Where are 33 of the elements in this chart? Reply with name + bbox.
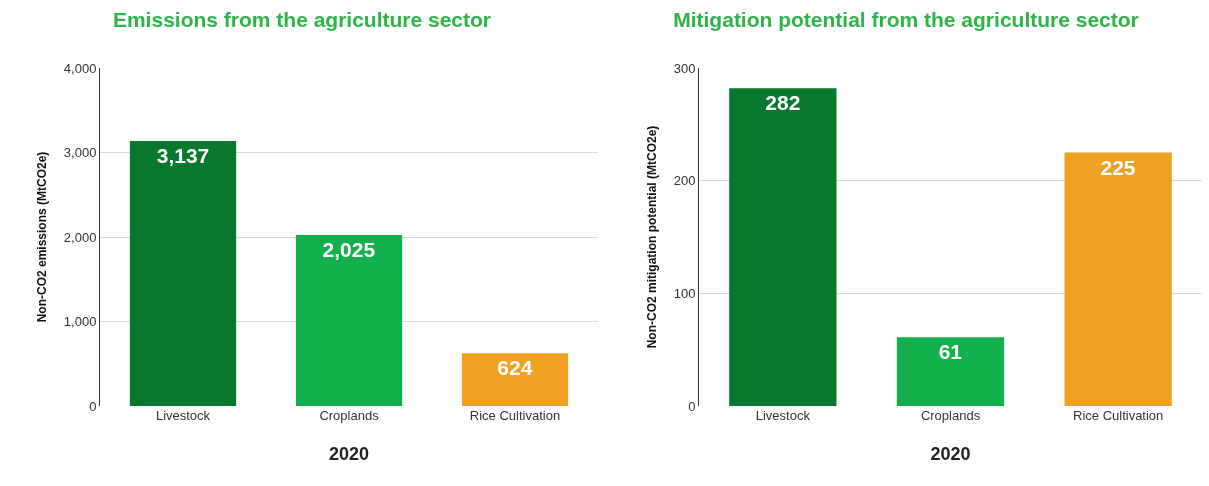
bar bbox=[729, 88, 837, 406]
data-label: 225 bbox=[1100, 155, 1136, 179]
y-axis-title: Non-CO2 emissions (MtCO2e) bbox=[35, 151, 50, 323]
bar bbox=[129, 140, 237, 406]
data-label: 624 bbox=[497, 356, 533, 380]
x-tick-label: Croplands bbox=[319, 408, 380, 423]
x-tick-label: Livestock bbox=[155, 408, 211, 423]
chart-title: Mitigation potential from the agriculture sector bbox=[673, 7, 1139, 31]
x-tick-label: Rice Cultivation bbox=[1073, 408, 1164, 423]
data-label: 2,025 bbox=[322, 237, 376, 261]
data-label: 3,137 bbox=[156, 143, 210, 167]
y-tick-label: 200 bbox=[673, 173, 696, 189]
bar bbox=[461, 353, 569, 406]
y-tick-label: 300 bbox=[673, 60, 696, 76]
bar bbox=[1064, 152, 1172, 406]
x-tick-label: Croplands bbox=[920, 408, 981, 423]
y-tick-label: 0 bbox=[688, 398, 696, 414]
bar bbox=[896, 337, 1005, 406]
x-tick-label: Rice Cultivation bbox=[469, 408, 561, 423]
y-tick-label: 1,000 bbox=[63, 314, 97, 330]
data-label: 61 bbox=[938, 340, 963, 364]
y-tick-label: 100 bbox=[673, 285, 696, 301]
y-axis-title: Non-CO2 mitigation potential (MtCO2e) bbox=[645, 125, 659, 349]
x-axis-title: 2020 bbox=[930, 444, 971, 465]
x-tick-label: Livestock bbox=[755, 408, 811, 423]
y-tick-label: 3,000 bbox=[63, 145, 97, 161]
y-tick-label: 4,000 bbox=[63, 60, 97, 76]
y-tick-label: 0 bbox=[89, 398, 97, 414]
y-tick-label: 2,000 bbox=[63, 229, 97, 245]
data-label: 282 bbox=[765, 91, 801, 115]
chart-title: Emissions from the agriculture sector bbox=[112, 7, 492, 31]
bar bbox=[295, 234, 403, 406]
x-axis-title: 2020 bbox=[328, 444, 370, 465]
